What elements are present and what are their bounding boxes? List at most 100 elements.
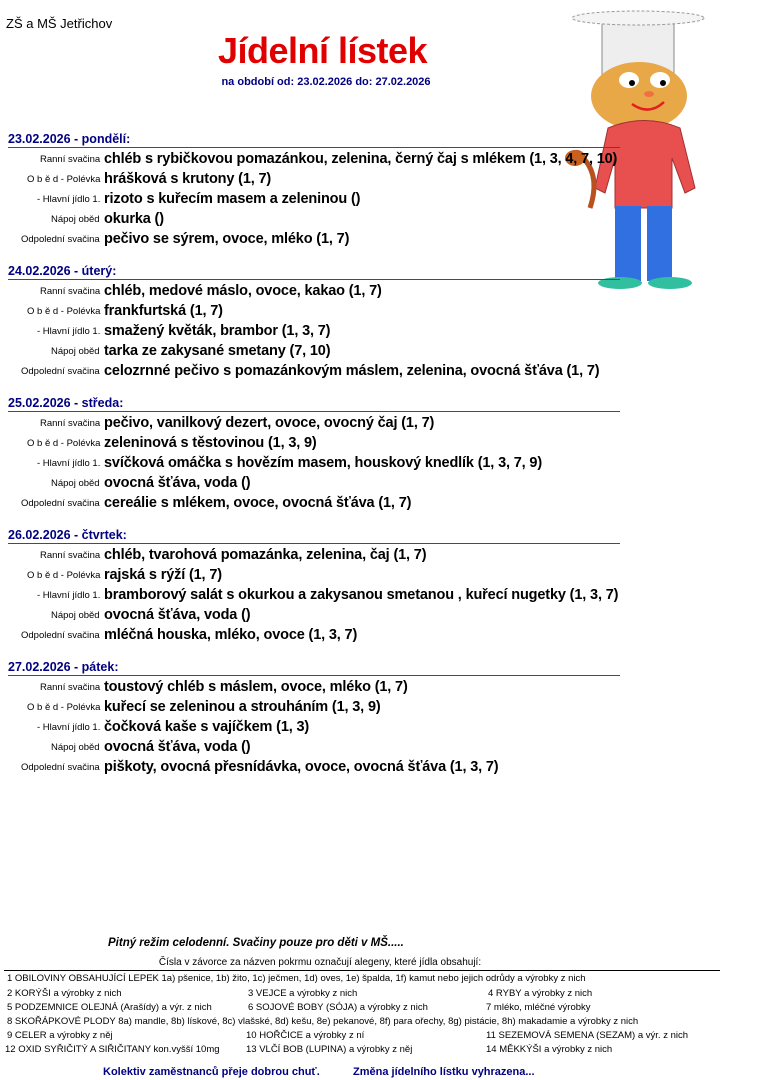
meal-text: chléb, medové máslo, ovoce, kakao (1, 7) — [104, 283, 382, 299]
meal-label: - Hlavní jídlo 1. — [37, 722, 101, 733]
meal-row-odpoledni: Odpolední svačina pečivo se sýrem, ovoce,… — [8, 228, 620, 248]
meal-label: - Hlavní jídlo 1. — [37, 194, 101, 205]
allergen-legend-header: Čísla v závorce za názven pokrmu označuj… — [158, 957, 482, 968]
allergen-10: 10 HOŘČICE a výrobky z ní — [246, 1030, 365, 1041]
meal-label: O b ě d - Polévka — [27, 570, 101, 581]
meal-label: Odpolední svačina — [21, 366, 100, 377]
day-header: 24.02.2026 - úterý: — [8, 264, 620, 280]
day-block: 25.02.2026 - středa: Ranní svačina pečivo,… — [8, 396, 620, 512]
day-block: 23.02.2026 - pondělí: Ranní svačina chléb … — [8, 132, 620, 248]
meal-text: rizoto s kuřecím masem a zeleninou () — [104, 191, 361, 207]
meal-text: celozrnné pečivo s pomazánkovým máslem, … — [104, 363, 600, 379]
meal-row-polevka: O b ě d - Polévka rajská s rýží (1, 7) — [8, 564, 620, 584]
footer-wish: Kolektiv zaměstnanců přeje dobrou chuť. — [103, 1066, 320, 1078]
drinking-note: Pitný režim celodenní. Svačiny pouze pro… — [108, 937, 404, 949]
meal-label: Odpolední svačina — [21, 630, 100, 641]
allergen-5: 5 PODZEMNICE OLEJNÁ (Arašídy) a výr. z n… — [7, 1002, 212, 1013]
meal-row-ranni: Ranní svačina toustový chléb s máslem, ov… — [8, 676, 620, 696]
chef-illustration — [565, 10, 705, 289]
meal-text: ovocná šťáva, voda () — [104, 475, 251, 491]
meal-label: O b ě d - Polévka — [27, 702, 101, 713]
footer-disclaimer: Změna jídelního lístku vyhrazena... — [353, 1066, 535, 1078]
meal-row-ranni: Ranní svačina chléb s rybičkovou pomazánk… — [8, 148, 620, 168]
meal-text: ovocná šťáva, voda () — [104, 607, 251, 623]
meal-label: Nápoj oběd — [51, 742, 100, 753]
meal-row-napoj: Nápoj oběd okurka () — [8, 208, 620, 228]
meal-label: Nápoj oběd — [51, 478, 100, 489]
meal-label: Nápoj oběd — [51, 610, 100, 621]
meal-text: okurka () — [104, 211, 164, 227]
allergen-11: 11 SEZEMOVÁ SEMENA (SEZAM) a výr. z nich — [486, 1030, 689, 1041]
meal-text: pečivo se sýrem, ovoce, mléko (1, 7) — [104, 231, 350, 247]
allergen-9: 9 CELER a výrobky z něj — [7, 1030, 113, 1041]
meal-row-hlavni: - Hlavní jídlo 1. čočková kaše s vajíčkem… — [8, 716, 620, 736]
meal-label: O b ě d - Polévka — [27, 174, 101, 185]
meal-label: - Hlavní jídlo 1. — [37, 590, 101, 601]
allergen-14: 14 MĚKKÝŠI a výrobky z nich — [486, 1044, 613, 1055]
meal-label: Odpolední svačina — [21, 498, 100, 509]
meal-text: rajská s rýží (1, 7) — [104, 567, 222, 583]
meal-row-odpoledni: Odpolední svačina cereálie s mlékem, ovoc… — [8, 492, 620, 512]
meal-text: chléb s rybičkovou pomazánkou, zelenina,… — [104, 151, 618, 167]
day-header: 27.02.2026 - pátek: — [8, 660, 620, 676]
meal-label: O b ě d - Polévka — [27, 438, 101, 449]
meal-row-ranni: Ranní svačina chléb, medové máslo, ovoce,… — [8, 280, 620, 300]
allergen-3: 3 VEJCE a výrobky z nich — [248, 988, 358, 999]
day-header: 26.02.2026 - čtvrtek: — [8, 528, 620, 544]
meal-text: zeleninová s těstovinou (1, 3, 9) — [104, 435, 317, 451]
meal-text: hrášková s krutony (1, 7) — [104, 171, 272, 187]
meal-label: Ranní svačina — [40, 682, 101, 693]
meal-label: Ranní svačina — [40, 154, 101, 165]
meal-label: Ranní svačina — [40, 418, 101, 429]
meal-row-ranni: Ranní svačina chléb, tvarohová pomazánka,… — [8, 544, 620, 564]
meal-row-napoj: Nápoj oběd tarka ze zakysané smetany (7, … — [8, 340, 620, 360]
meal-label: Odpolední svačina — [21, 762, 100, 773]
day-block: 27.02.2026 - pátek: Ranní svačina toustový… — [8, 660, 620, 776]
meal-label: Ranní svačina — [40, 550, 101, 561]
day-block: 24.02.2026 - úterý: Ranní svačina chléb, m… — [8, 264, 620, 380]
meal-text: ovocná šťáva, voda () — [104, 739, 251, 755]
meal-text: chléb, tvarohová pomazánka, zelenina, ča… — [104, 547, 427, 563]
meal-label: Nápoj oběd — [51, 346, 100, 357]
meal-row-napoj: Nápoj oběd ovocná šťáva, voda () — [8, 604, 620, 624]
meal-label: - Hlavní jídlo 1. — [37, 458, 101, 469]
meal-text: smažený květák, brambor (1, 3, 7) — [104, 323, 331, 339]
meal-row-polevka: O b ě d - Polévka frankfurtská (1, 7) — [8, 300, 620, 320]
meal-row-hlavni: - Hlavní jídlo 1. rizoto s kuřecím masem … — [8, 188, 620, 208]
meal-row-polevka: O b ě d - Polévka kuřecí se zeleninou a s… — [8, 696, 620, 716]
allergen-4: 4 RYBY a výrobky z nich — [488, 988, 593, 999]
meal-row-odpoledni: Odpolední svačina celozrnné pečivo s poma… — [8, 360, 620, 380]
meal-row-odpoledni: Odpolední svačina mléčná houska, mléko, o… — [8, 624, 620, 644]
meal-row-polevka: O b ě d - Polévka hrášková s krutony (1, … — [8, 168, 620, 188]
meal-text: svíčková omáčka s hovězím masem, houskov… — [104, 455, 542, 471]
allergen-6: 6 SOJOVÉ BOBY (SÓJA) a výrobky z nich — [248, 1002, 428, 1013]
allergen-13: 13 VLČÍ BOB (LUPINA) a výrobky z něj — [246, 1044, 413, 1055]
allergen-7: 7 mléko, mléčné výrobky — [486, 1002, 591, 1013]
meal-text: čočková kaše s vajíčkem (1, 3) — [104, 719, 310, 735]
meal-text: frankfurtská (1, 7) — [104, 303, 223, 319]
meal-row-hlavni: - Hlavní jídlo 1. svíčková omáčka s hověz… — [8, 452, 620, 472]
allergen-12: 12 OXID SYŘIČITÝ A SIŘIČITANY kon.vyšší … — [5, 1044, 220, 1055]
meal-label: Ranní svačina — [40, 286, 101, 297]
divider — [4, 970, 720, 971]
meal-label: Nápoj oběd — [51, 214, 100, 225]
meal-row-ranni: Ranní svačina pečivo, vanilkový dezert, o… — [8, 412, 620, 432]
meal-text: pečivo, vanilkový dezert, ovoce, ovocný … — [104, 415, 435, 431]
meal-row-hlavni: - Hlavní jídlo 1. smažený květák, brambor… — [8, 320, 620, 340]
meal-text: bramborový salát s okurkou a zakysanou s… — [104, 587, 619, 603]
day-header: 23.02.2026 - pondělí: — [8, 132, 620, 148]
allergen-8: 8 SKOŘÁPKOVÉ PLODY 8a) mandle, 8b) lísko… — [7, 1016, 639, 1027]
meal-row-hlavni: - Hlavní jídlo 1. bramborový salát s okur… — [8, 584, 620, 604]
meal-row-polevka: O b ě d - Polévka zeleninová s těstovinou… — [8, 432, 620, 452]
day-block: 26.02.2026 - čtvrtek: Ranní svačina chléb,… — [8, 528, 620, 644]
period: na období od: 23.02.2026 do: 27.02.2026 — [221, 76, 431, 88]
meal-text: mléčná houska, mléko, ovoce (1, 3, 7) — [104, 627, 358, 643]
meal-row-napoj: Nápoj oběd ovocná šťáva, voda () — [8, 472, 620, 492]
allergen-2: 2 KORÝŠI a výrobky z nich — [7, 988, 122, 999]
meal-text: kuřecí se zeleninou a strouháním (1, 3, … — [104, 699, 381, 715]
meal-text: cereálie s mlékem, ovoce, ovocná šťáva (… — [104, 495, 412, 511]
school-name: ZŠ a MŠ Jetřichov — [6, 16, 113, 31]
meal-label: O b ě d - Polévka — [27, 306, 101, 317]
meal-label: - Hlavní jídlo 1. — [37, 326, 101, 337]
meal-text: tarka ze zakysané smetany (7, 10) — [104, 343, 331, 359]
